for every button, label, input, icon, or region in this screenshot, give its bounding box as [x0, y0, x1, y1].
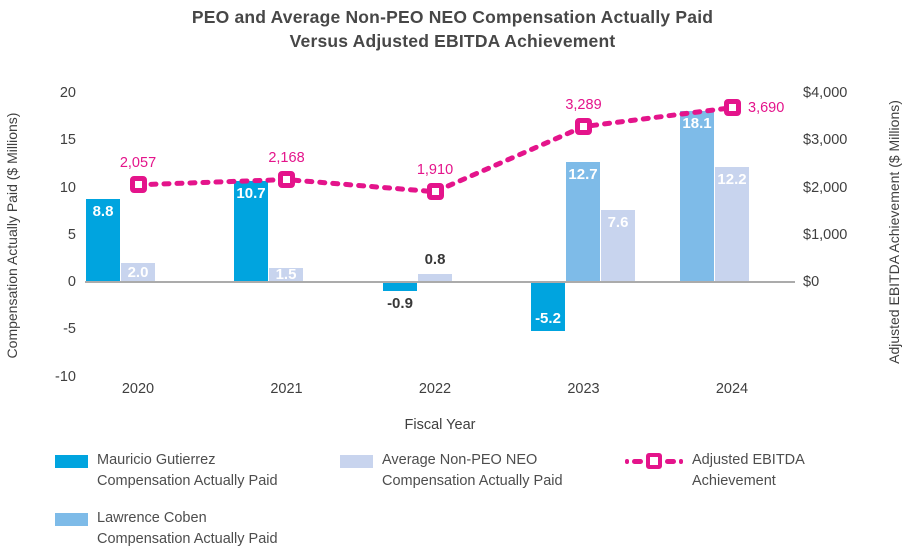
legend-label-line1: Adjusted EBITDA: [692, 452, 805, 468]
left-axis-tick-label: 10: [59, 179, 76, 196]
right-axis-tick-label: $1,000: [803, 226, 848, 243]
bar-average-2021: [269, 267, 303, 282]
bar-value-label: 7.6: [607, 214, 629, 232]
legend-item-adjusted-ebitda: Adjusted EBITDA Achievement: [625, 450, 805, 492]
legend-label-adjusted-ebitda: Adjusted EBITDA Achievement: [692, 450, 805, 492]
bar-value-label: -0.9: [387, 294, 413, 312]
ebitda-value-label: 2,168: [268, 149, 305, 166]
legend-label-average-non-peo-neo: Average Non-PEO NEO Compensation Actuall…: [382, 450, 563, 492]
legend-item-mauricio-gutierrez: Mauricio Gutierrez Compensation Actually…: [55, 450, 278, 492]
legend-label-line2: Compensation Actually Paid: [97, 531, 278, 547]
right-axis-tick-label: $3,000: [803, 132, 848, 149]
ebitda-marker-2020: [129, 176, 147, 194]
x-axis-category-label: 2024: [715, 381, 749, 397]
bar-value-label: 12.7: [568, 165, 598, 183]
right-axis-title: Adjusted EBITDA Achievement ($ Millions): [886, 100, 902, 364]
bar-lawrence-2024: [680, 110, 714, 282]
x-axis-line: [85, 280, 795, 283]
legend-label-line1: Mauricio Gutierrez: [97, 452, 216, 468]
legend-item-average-non-peo-neo: Average Non-PEO NEO Compensation Actuall…: [340, 450, 563, 492]
left-axis-tick-label: 20: [59, 85, 76, 101]
right-axis-tick-label: $2,000: [803, 179, 848, 196]
left-axis-title: Compensation Actually Paid ($ Millions): [4, 112, 20, 359]
chart-title-line1: PEO and Average Non-PEO NEO Compensation…: [191, 7, 714, 27]
bar-average-2022: [418, 274, 452, 282]
chart-title-line2: Versus Adjusted EBITDA Achievement: [289, 31, 616, 51]
legend-line-dash-icon: [632, 458, 643, 464]
bar-value-label: 12.2: [717, 170, 747, 188]
legend-label-lawrence-coben: Lawrence Coben Compensation Actually Pai…: [97, 508, 278, 550]
legend-line-dot-icon: [625, 458, 629, 464]
legend-swatch-average-non-peo-neo: [340, 455, 373, 468]
legend-label-line1: Lawrence Coben: [97, 510, 207, 526]
ebitda-marker-2024: [723, 99, 741, 117]
legend-label-line2: Compensation Actually Paid: [382, 473, 563, 489]
legend-label-mauricio-gutierrez: Mauricio Gutierrez Compensation Actually…: [97, 450, 278, 492]
legend-label-line2: Achievement: [692, 473, 776, 489]
ebitda-line: [135, 105, 735, 195]
ebitda-marker-2021: [278, 171, 295, 189]
x-axis-category-label: 2022: [418, 381, 452, 397]
ebitda-value-label: 1,910: [416, 161, 454, 178]
x-axis-category-label: 2021: [270, 381, 303, 397]
legend-line-dash-icon: [665, 458, 676, 464]
legend-swatch-mauricio-gutierrez: [55, 455, 88, 468]
bar-average-2023: [601, 210, 635, 282]
chart-title: PEO and Average Non-PEO NEO Compensation…: [0, 5, 905, 53]
right-axis-tick-label: $4,000: [803, 85, 848, 101]
x-axis-category-label: 2020: [121, 381, 155, 397]
bar-mauricio-2023: [531, 282, 565, 332]
legend-line-dot-icon: [679, 458, 683, 464]
bar-mauricio-2022: [383, 282, 417, 291]
bar-value-label: 0.8: [424, 251, 446, 269]
bar-mauricio-2021: [234, 180, 268, 282]
left-axis-tick-label: 0: [67, 274, 76, 290]
legend-label-line2: Compensation Actually Paid: [97, 473, 278, 489]
ebitda-value-label: 3,690: [748, 99, 785, 116]
bar-value-label: 18.1: [682, 114, 712, 132]
bar-value-label: -5.2: [535, 310, 561, 328]
bar-value-label: 1.5: [275, 265, 297, 283]
bar-mauricio-2020: [86, 198, 120, 282]
legend-swatch-lawrence-coben: [55, 513, 88, 526]
ebitda-marker-2022: [426, 183, 444, 201]
bar-average-2020: [121, 263, 155, 282]
bar-value-label: 8.8: [92, 202, 114, 220]
x-axis-category-label: 2023: [567, 381, 600, 397]
legend-line-marker-icon: [625, 453, 683, 469]
x-axis-title: Fiscal Year: [404, 417, 476, 433]
left-axis-tick-label: 15: [59, 132, 76, 149]
legend-label-line1: Average Non-PEO NEO: [382, 452, 538, 468]
left-axis-tick-label: 5: [67, 226, 76, 243]
bar-value-label: 2.0: [127, 263, 149, 281]
ebitda-value-label: 3,289: [565, 96, 602, 113]
bar-value-label: 10.7: [236, 184, 266, 202]
ebitda-marker-2023: [575, 118, 592, 136]
right-axis-tick-label: $0: [803, 274, 820, 290]
left-axis-tick-label: -5: [63, 321, 76, 338]
legend-item-lawrence-coben: Lawrence Coben Compensation Actually Pai…: [55, 508, 278, 550]
legend-line-square-marker-icon: [646, 453, 662, 469]
left-axis-tick-label: -10: [55, 368, 76, 385]
ebitda-value-label: 2,057: [119, 154, 157, 171]
